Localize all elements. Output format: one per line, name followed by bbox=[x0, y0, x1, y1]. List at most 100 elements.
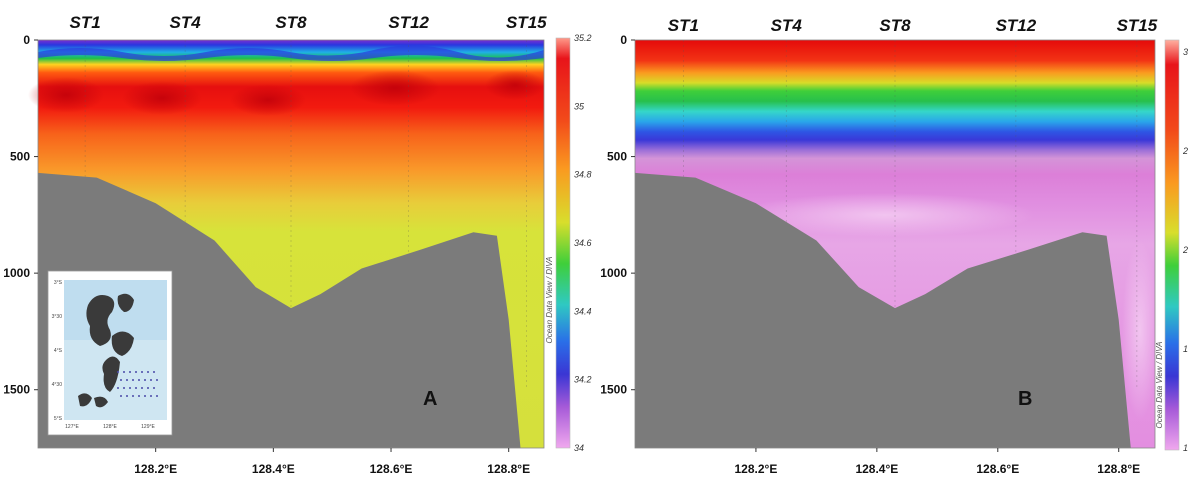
panel-b-pale-core bbox=[735, 193, 1035, 237]
inset-map-lat-ticks: 3°S 3°30 4°S 4°30 5°S bbox=[52, 280, 63, 422]
inset-station-dot bbox=[132, 395, 134, 397]
inset-map-island bbox=[94, 396, 108, 408]
station-label-st1: ST1 bbox=[70, 13, 101, 32]
colorbar-tick-label: 1 bbox=[1183, 443, 1188, 453]
y-tick-label: 0 bbox=[620, 33, 627, 47]
colorbar-tick-label: 34.8 bbox=[574, 170, 592, 180]
colorbar-tick-label: 34.2 bbox=[574, 375, 592, 385]
inset-lon-tick: 128°E bbox=[103, 424, 117, 430]
y-tick-label: 1000 bbox=[600, 266, 627, 280]
panel-b-seafloor bbox=[635, 172, 1131, 448]
inset-station-dot bbox=[126, 395, 128, 397]
colorbar-tick-label: 34.4 bbox=[574, 306, 592, 316]
panel-a-x-axis: 128.2°E 128.4°E 128.6°E 128.8°E bbox=[134, 448, 530, 476]
y-tick-label: 1500 bbox=[600, 383, 627, 397]
panel-a-y-axis: 0 500 1000 1500 bbox=[3, 33, 38, 397]
panel-b-label: B bbox=[1018, 388, 1032, 410]
inset-station-dot bbox=[156, 379, 158, 381]
inset-station-dot bbox=[123, 371, 125, 373]
y-tick-label: 0 bbox=[23, 33, 30, 47]
x-tick-label: 128.2°E bbox=[735, 462, 778, 476]
inset-station-dot bbox=[156, 395, 158, 397]
station-label-st8: ST8 bbox=[879, 16, 911, 35]
panel-b-frame bbox=[634, 39, 1156, 449]
y-tick-label: 1000 bbox=[3, 266, 30, 280]
inset-station-dot bbox=[147, 387, 149, 389]
inset-station-dot bbox=[117, 371, 119, 373]
station-label-st12: ST12 bbox=[996, 16, 1037, 35]
panel-a-surface-wave bbox=[38, 45, 544, 61]
inset-station-dot bbox=[132, 379, 134, 381]
station-label-st1: ST1 bbox=[668, 16, 699, 35]
inset-station-dot bbox=[129, 387, 131, 389]
inset-lat-tick: 5°S bbox=[54, 416, 63, 422]
inset-lat-tick: 3°S bbox=[54, 280, 63, 286]
inset-map-lon-ticks: 127°E 128°E 129°E bbox=[65, 424, 155, 430]
station-label-st8: ST8 bbox=[275, 13, 307, 32]
inset-lat-tick: 3°30 bbox=[52, 314, 63, 320]
inset-station-dot bbox=[135, 371, 137, 373]
panel-b-colorbar: 3 2 2 1 1 Ocean Data View / DIVA bbox=[1155, 39, 1188, 453]
station-label-st15: ST15 bbox=[506, 13, 547, 32]
inset-station-dot bbox=[153, 371, 155, 373]
x-tick-label: 128.4°E bbox=[855, 462, 898, 476]
panel-a-colorbar: 35.2 35 34.8 34.6 34.4 34.2 34 Ocean Data View… bbox=[545, 33, 592, 453]
panel-a-core bbox=[230, 84, 306, 116]
x-tick-label: 128.2°E bbox=[134, 462, 177, 476]
colorbar-tick-label: 34.6 bbox=[574, 238, 592, 248]
station-label-st4: ST4 bbox=[771, 16, 803, 35]
inset-station-dot bbox=[153, 387, 155, 389]
panel-a-core bbox=[122, 81, 202, 115]
panel-a-station-labels: ST1 ST4 ST8 ST12 ST15 bbox=[70, 13, 548, 32]
y-tick-label: 1500 bbox=[3, 383, 30, 397]
y-tick-label: 500 bbox=[607, 150, 627, 164]
station-label-st15: ST15 bbox=[1117, 16, 1158, 35]
panel-b-x-axis: 128.2°E 128.4°E 128.6°E 128.8°E bbox=[735, 448, 1140, 476]
x-tick-label: 128.4°E bbox=[252, 462, 295, 476]
inset-station-dot bbox=[150, 379, 152, 381]
inset-map-island bbox=[111, 331, 134, 356]
inset-lat-tick: 4°30 bbox=[52, 382, 63, 388]
panel-a-frame bbox=[37, 39, 545, 449]
inset-station-dot bbox=[138, 395, 140, 397]
inset-lon-tick: 129°E bbox=[141, 424, 155, 430]
panel-a: ST1 ST4 ST8 ST12 ST15 0 500 1000 1500 128.2°E 12… bbox=[3, 13, 591, 476]
inset-station-dot bbox=[129, 371, 131, 373]
inset-map-island bbox=[117, 293, 134, 312]
inset-map-island bbox=[78, 393, 92, 407]
inset-map-island bbox=[86, 295, 115, 346]
panel-b-colorbar-credit: Ocean Data View / DIVA bbox=[1155, 341, 1164, 428]
y-tick-label: 500 bbox=[10, 150, 30, 164]
panel-b-y-axis: 0 500 1000 1500 bbox=[600, 33, 635, 397]
inset-station-dot bbox=[135, 387, 137, 389]
inset-station-dot bbox=[117, 387, 119, 389]
inset-station-dot bbox=[120, 395, 122, 397]
panel-a-core bbox=[485, 70, 545, 100]
panel-a-inset-map: 3°S 3°30 4°S 4°30 5°S 127°E 128°E 129°E bbox=[47, 270, 173, 436]
inset-station-dot bbox=[126, 379, 128, 381]
panel-b-plot-area bbox=[634, 39, 1158, 449]
colorbar-tick-label: 3 bbox=[1183, 47, 1188, 57]
colorbar-tick-label: 35 bbox=[574, 101, 585, 111]
inset-station-dot bbox=[147, 371, 149, 373]
inset-station-dot bbox=[150, 395, 152, 397]
colorbar-tick-label: 34 bbox=[574, 443, 584, 453]
inset-lon-tick: 127°E bbox=[65, 424, 79, 430]
panel-a-colorbar-ramp bbox=[555, 37, 571, 449]
panel-a-colorbar-credit: Ocean Data View / DIVA bbox=[545, 256, 554, 343]
inset-station-dot bbox=[144, 379, 146, 381]
x-tick-label: 128.8°E bbox=[1097, 462, 1140, 476]
inset-station-dot bbox=[138, 379, 140, 381]
station-label-st12: ST12 bbox=[388, 13, 429, 32]
panel-b-colorbar-ramp bbox=[1164, 39, 1180, 451]
station-label-st4: ST4 bbox=[170, 13, 202, 32]
panel-a-core bbox=[28, 77, 104, 113]
inset-map-deep-sea bbox=[64, 280, 167, 340]
colorbar-tick-label: 2 bbox=[1182, 146, 1188, 156]
panel-a-label: A bbox=[423, 388, 437, 410]
inset-station-dot bbox=[120, 379, 122, 381]
inset-station-dot bbox=[144, 395, 146, 397]
inset-map-stations bbox=[117, 371, 158, 397]
